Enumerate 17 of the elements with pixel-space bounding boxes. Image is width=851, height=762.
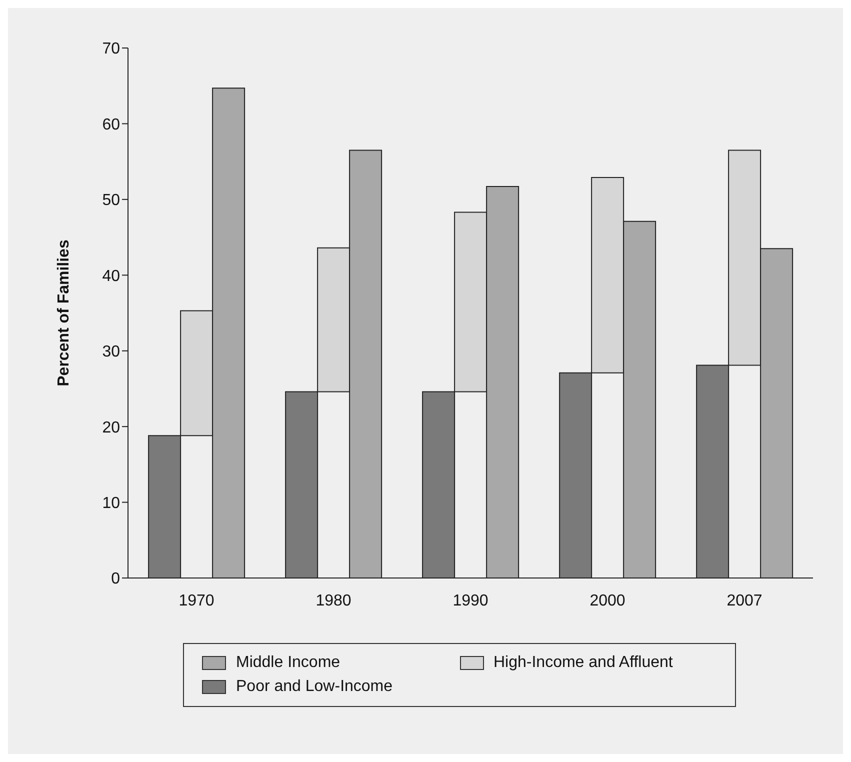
legend-label: Poor and Low-Income bbox=[236, 678, 393, 696]
y-tick-label: 60 bbox=[102, 116, 120, 134]
legend-label: Middle Income bbox=[236, 654, 340, 672]
y-tick-label: 50 bbox=[102, 192, 120, 210]
x-tick-label: 1980 bbox=[316, 592, 352, 610]
y-tick-label: 40 bbox=[102, 268, 120, 285]
y-tick-label: 10 bbox=[102, 494, 120, 512]
x-tick-label: 2007 bbox=[726, 592, 762, 610]
y-tick-label: 0 bbox=[111, 570, 120, 588]
y-tick-label: 70 bbox=[102, 40, 120, 58]
x-tick-label: 1970 bbox=[178, 592, 214, 610]
legend-label: High-Income and Affluent bbox=[494, 654, 673, 672]
x-tick-label: 2000 bbox=[590, 592, 626, 610]
y-axis-title: Percent of Families bbox=[56, 240, 73, 386]
x-tick-label: 1990 bbox=[452, 592, 488, 610]
y-tick-label: 30 bbox=[102, 344, 120, 361]
y-tick-label: 20 bbox=[102, 419, 120, 436]
